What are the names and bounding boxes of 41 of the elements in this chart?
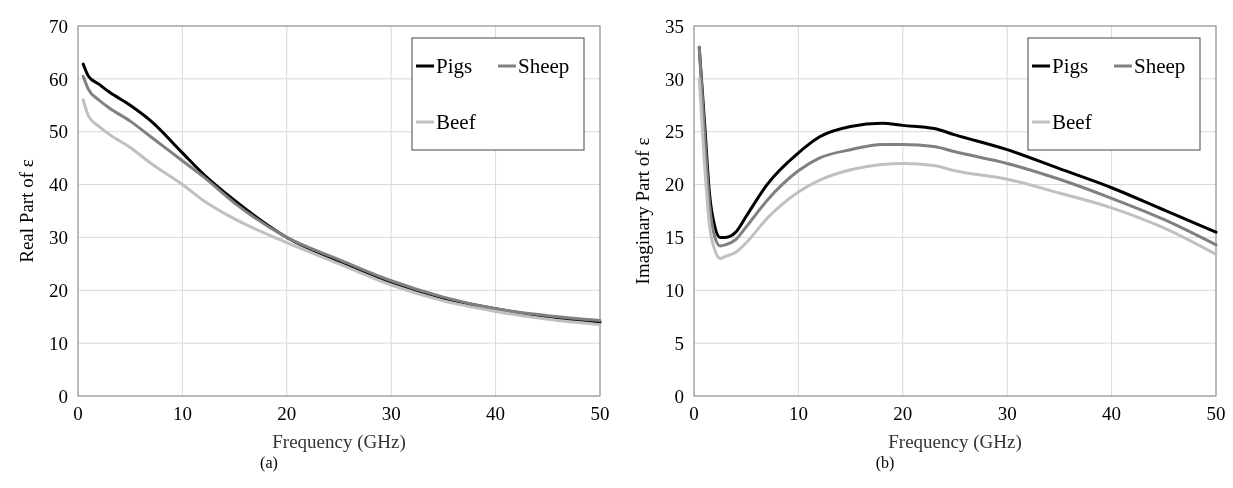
x-tick-label: 0 xyxy=(689,403,699,424)
x-tick-label: 30 xyxy=(997,403,1017,424)
y-tick-label: 30 xyxy=(49,227,68,249)
y-axis-title: Real Part of ε xyxy=(16,159,37,263)
x-tick-label: 50 xyxy=(1206,403,1226,424)
x-tick-label: 40 xyxy=(1102,403,1122,424)
x-axis-title: Frequency (GHz) xyxy=(272,431,406,453)
y-tick-label: 10 xyxy=(49,332,68,354)
y-tick-label: 20 xyxy=(665,174,684,196)
y-tick-label: 10 xyxy=(665,279,684,301)
x-tick-label: 20 xyxy=(277,403,297,424)
y-tick-label: 30 xyxy=(665,68,684,90)
x-tick-label: 20 xyxy=(893,403,913,424)
text: (a) xyxy=(260,454,278,472)
y-tick-label: 5 xyxy=(674,332,684,354)
text: (b) xyxy=(875,454,895,472)
x-tick-label: 50 xyxy=(590,403,610,424)
x-tick-label: 10 xyxy=(788,403,808,424)
y-tick-label: 40 xyxy=(49,174,68,196)
y-tick-label: 35 xyxy=(665,15,684,37)
line-series xyxy=(697,77,1218,261)
legend-label: Beef xyxy=(436,110,476,135)
legend-label: Sheep xyxy=(518,54,570,79)
y-tick-label: 15 xyxy=(665,227,684,249)
y-tick-label: 0 xyxy=(674,385,684,407)
legend-label: Sheep xyxy=(1134,54,1186,79)
y-tick-label: 70 xyxy=(49,15,68,37)
y-axis-title: Imaginary Part of ε xyxy=(632,137,653,285)
y-tick-label: 25 xyxy=(665,121,684,143)
y-tick-label: 20 xyxy=(49,279,68,301)
y-tick-label: 60 xyxy=(49,68,68,90)
legend-label: Beef xyxy=(1052,110,1092,135)
legend-label: Pigs xyxy=(436,54,473,79)
x-axis-title: Frequency (GHz) xyxy=(888,431,1022,453)
x-tick-label: 30 xyxy=(381,403,401,424)
x-tick-label: 0 xyxy=(73,403,83,424)
y-tick-label: 50 xyxy=(49,121,68,143)
y-tick-label: 0 xyxy=(58,385,68,407)
x-tick-label: 40 xyxy=(486,403,506,424)
legend-label: Pigs xyxy=(1052,54,1089,79)
x-tick-label: 10 xyxy=(172,403,192,424)
